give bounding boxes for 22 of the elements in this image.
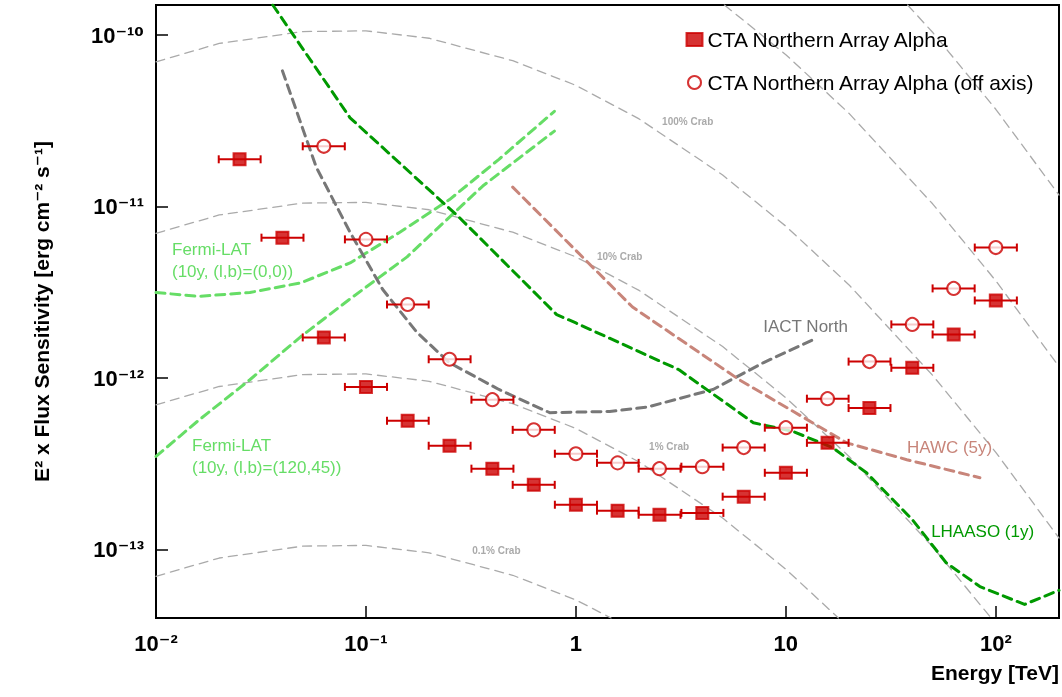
series-label: Fermi-LAT (10y, (l,b)=(120,45)) <box>192 435 342 477</box>
series-label: 100% Crab <box>662 116 714 128</box>
legend-label: CTA Northern Array Alpha (off axis) <box>707 71 1034 94</box>
y-tick-label: 10⁻¹¹ <box>93 194 144 220</box>
y-axis-title: E² x Flux Sensitivity [erg cm⁻² s⁻¹] <box>30 141 53 482</box>
series-label: IACT North <box>763 317 848 337</box>
y-tick-label: 10⁻¹⁰ <box>90 22 144 48</box>
y-tick-label: 10⁻¹² <box>93 365 144 391</box>
x-tick-label: 10⁻¹ <box>344 630 388 656</box>
x-tick-label: 10 <box>773 630 799 656</box>
x-tick-label: 1 <box>569 630 583 656</box>
legend-label: CTA Northern Array Alpha <box>707 28 948 51</box>
series-label: 10% Crab <box>596 251 643 263</box>
y-tick-label: 10⁻¹³ <box>93 537 144 563</box>
series-label: LHAASO (1y) <box>931 522 1035 542</box>
series-label: HAWC (5y) <box>906 438 993 458</box>
series-label: 0.1% Crab <box>472 545 521 557</box>
x-tick-label: 10² <box>979 630 1012 656</box>
x-axis-title: Energy [TeV] <box>931 661 1059 684</box>
x-tick-label: 10⁻² <box>134 630 178 656</box>
series-label: 1% Crab <box>649 441 690 453</box>
series-label: Fermi-LAT (10y, (l,b)=(0,0)) <box>172 240 294 282</box>
